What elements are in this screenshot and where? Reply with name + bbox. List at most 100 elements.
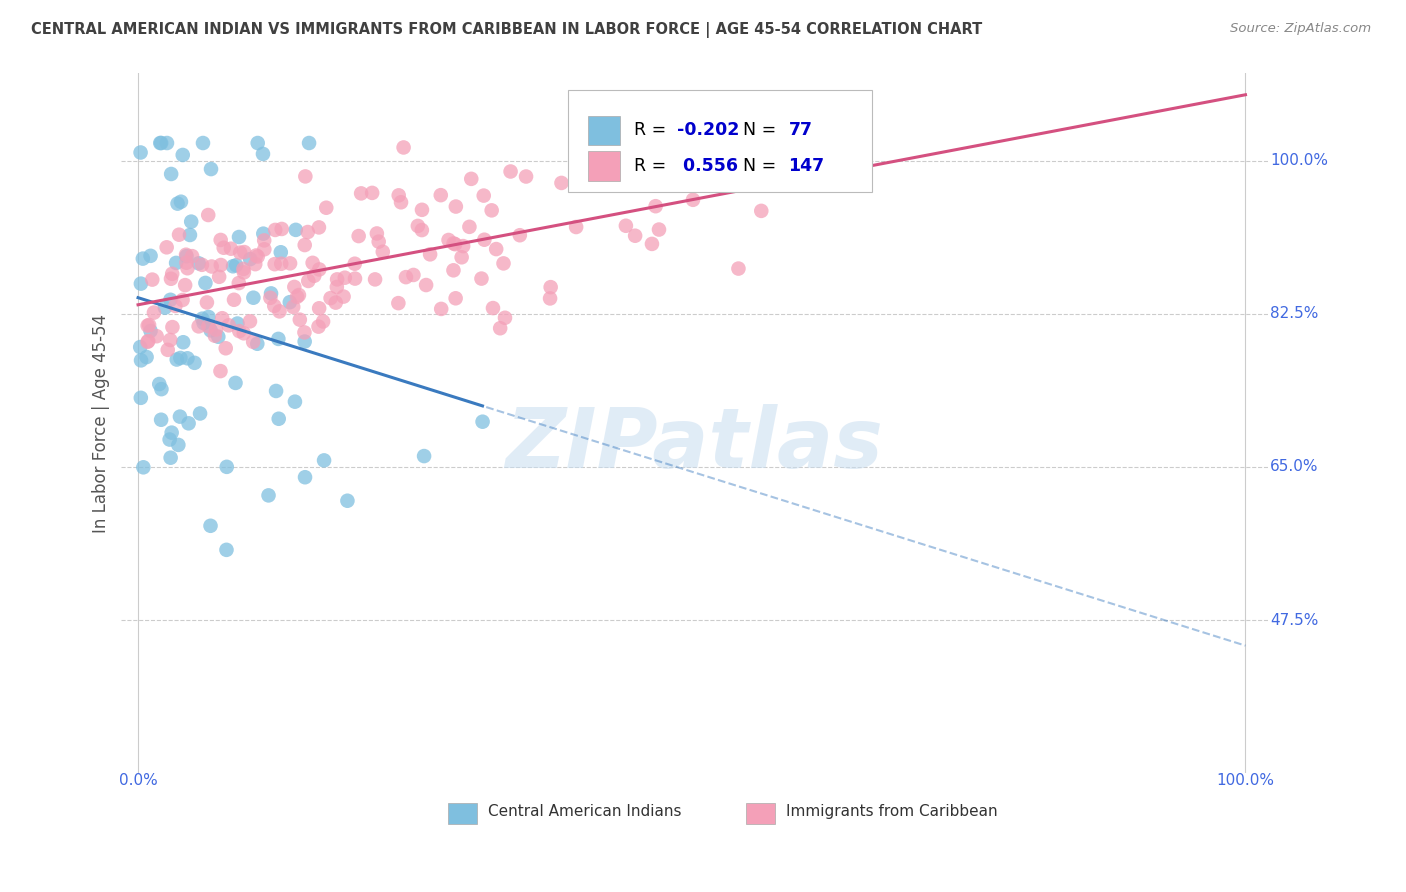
Point (239, 252, 262, 267)
Point (458, 219, 481, 234)
Point (160, 425, 183, 440)
Point (460, 172, 482, 186)
Point (167, 227, 190, 242)
Point (150, 136, 173, 150)
Point (485, 242, 508, 256)
Point (682, 193, 704, 207)
Point (194, 276, 217, 290)
Point (233, 245, 256, 260)
Point (160, 272, 183, 286)
Point (325, 295, 347, 310)
Point (430, 301, 453, 316)
Y-axis label: In Labor Force | Age 45-54: In Labor Force | Age 45-54 (93, 314, 110, 533)
Point (285, 290, 308, 304)
Point (648, 222, 671, 236)
Point (257, 488, 280, 502)
Point (136, 318, 159, 333)
Point (284, 394, 307, 409)
Point (472, 233, 495, 247)
Point (159, 433, 181, 447)
Point (246, 136, 269, 150)
Point (284, 223, 307, 237)
Point (139, 324, 162, 338)
Point (167, 438, 190, 452)
Text: R =: R = (634, 157, 672, 175)
Point (278, 295, 301, 310)
Point (392, 140, 415, 154)
Point (263, 299, 285, 313)
Point (489, 321, 512, 335)
Point (294, 326, 316, 340)
Point (181, 249, 204, 263)
Point (297, 225, 319, 239)
Point (283, 280, 305, 294)
Point (225, 258, 247, 272)
Point (308, 262, 330, 277)
Point (294, 169, 316, 184)
Point (165, 256, 187, 270)
Point (364, 272, 387, 286)
Text: ZIPatlas: ZIPatlas (506, 404, 883, 484)
Point (367, 235, 389, 249)
Point (204, 328, 226, 343)
Point (727, 261, 749, 276)
Point (149, 136, 172, 150)
Point (174, 278, 197, 293)
Point (749, 203, 772, 218)
Point (253, 242, 276, 256)
Point (288, 312, 311, 326)
Point (135, 350, 157, 364)
Point (172, 293, 194, 307)
Point (153, 301, 176, 315)
Point (232, 262, 254, 277)
Point (232, 326, 254, 341)
Point (191, 311, 214, 326)
Point (197, 310, 219, 324)
Point (253, 234, 276, 248)
Point (270, 257, 292, 271)
Point (209, 364, 232, 378)
Text: N =: N = (742, 121, 782, 139)
Text: 77: 77 (789, 121, 813, 139)
Point (793, 136, 815, 150)
Point (538, 292, 561, 306)
Point (387, 296, 409, 310)
Point (145, 329, 167, 343)
Point (141, 272, 163, 286)
Point (644, 199, 666, 213)
Point (312, 453, 335, 467)
Point (212, 241, 235, 255)
Point (129, 277, 152, 291)
Point (207, 330, 229, 344)
Point (308, 220, 330, 235)
Point (239, 314, 262, 328)
Point (188, 407, 211, 421)
Point (136, 334, 159, 349)
Text: -0.202: -0.202 (678, 121, 740, 139)
Text: 0.556: 0.556 (678, 157, 738, 175)
Point (350, 186, 373, 201)
Point (308, 301, 330, 316)
Point (288, 288, 311, 302)
Point (183, 356, 205, 370)
Point (429, 188, 451, 202)
Point (294, 238, 316, 252)
Point (215, 341, 238, 355)
Point (159, 450, 181, 465)
Point (179, 227, 201, 242)
Point (222, 293, 245, 307)
Point (451, 239, 474, 253)
FancyBboxPatch shape (449, 804, 477, 824)
Point (160, 267, 183, 281)
Point (443, 236, 465, 251)
Point (176, 255, 198, 269)
Point (169, 351, 191, 365)
Point (200, 518, 222, 533)
Point (150, 413, 173, 427)
Point (402, 268, 425, 282)
Point (450, 250, 472, 264)
Point (415, 278, 437, 293)
Point (624, 228, 647, 243)
Point (245, 248, 267, 262)
Point (641, 236, 664, 251)
